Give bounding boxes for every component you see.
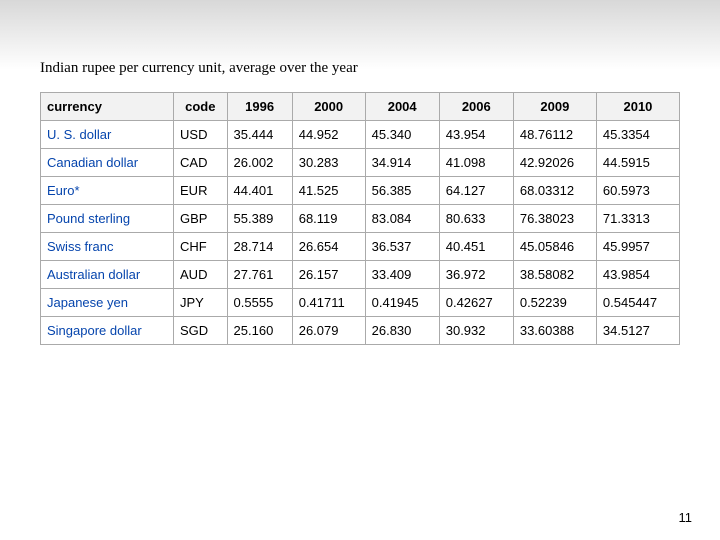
value-cell: 34.5127 xyxy=(596,317,679,345)
value-cell: 36.537 xyxy=(365,233,439,261)
value-cell: 60.5973 xyxy=(596,177,679,205)
value-cell: 28.714 xyxy=(227,233,292,261)
value-cell: 56.385 xyxy=(365,177,439,205)
value-cell: 45.3354 xyxy=(596,121,679,149)
value-cell: 26.002 xyxy=(227,149,292,177)
table-row: Singapore dollarSGD25.16026.07926.83030.… xyxy=(41,317,680,345)
value-cell: 36.972 xyxy=(439,261,513,289)
value-cell: 25.160 xyxy=(227,317,292,345)
table-row: Canadian dollarCAD26.00230.28334.91441.0… xyxy=(41,149,680,177)
table-caption: Indian rupee per currency unit, average … xyxy=(40,60,358,77)
table-row: Swiss francCHF28.71426.65436.53740.45145… xyxy=(41,233,680,261)
table-row: Euro*EUR44.40141.52556.38564.12768.03312… xyxy=(41,177,680,205)
value-cell: 43.9854 xyxy=(596,261,679,289)
table-header-row: currency code 1996 2000 2004 2006 2009 2… xyxy=(41,93,680,121)
col-2000: 2000 xyxy=(292,93,365,121)
currency-name-cell: Pound sterling xyxy=(41,205,174,233)
currency-code-cell: SGD xyxy=(174,317,228,345)
value-cell: 0.42627 xyxy=(439,289,513,317)
col-code: code xyxy=(174,93,228,121)
value-cell: 26.079 xyxy=(292,317,365,345)
col-2006: 2006 xyxy=(439,93,513,121)
value-cell: 80.633 xyxy=(439,205,513,233)
value-cell: 68.03312 xyxy=(513,177,596,205)
currency-code-cell: USD xyxy=(174,121,228,149)
value-cell: 42.92026 xyxy=(513,149,596,177)
value-cell: 30.932 xyxy=(439,317,513,345)
col-2009: 2009 xyxy=(513,93,596,121)
currency-code-cell: EUR xyxy=(174,177,228,205)
value-cell: 45.9957 xyxy=(596,233,679,261)
currency-name-cell: Canadian dollar xyxy=(41,149,174,177)
col-2010: 2010 xyxy=(596,93,679,121)
currency-name-cell: Swiss franc xyxy=(41,233,174,261)
value-cell: 33.409 xyxy=(365,261,439,289)
exchange-rate-table: currency code 1996 2000 2004 2006 2009 2… xyxy=(40,92,680,345)
value-cell: 0.41945 xyxy=(365,289,439,317)
table-row: U. S. dollarUSD35.44444.95245.34043.9544… xyxy=(41,121,680,149)
page-number: 11 xyxy=(679,510,693,525)
table-row: Pound sterlingGBP55.38968.11983.08480.63… xyxy=(41,205,680,233)
value-cell: 0.41711 xyxy=(292,289,365,317)
value-cell: 44.952 xyxy=(292,121,365,149)
value-cell: 43.954 xyxy=(439,121,513,149)
exchange-rate-table-wrap: currency code 1996 2000 2004 2006 2009 2… xyxy=(40,92,680,345)
col-1996: 1996 xyxy=(227,93,292,121)
value-cell: 48.76112 xyxy=(513,121,596,149)
value-cell: 0.5555 xyxy=(227,289,292,317)
value-cell: 45.340 xyxy=(365,121,439,149)
value-cell: 44.5915 xyxy=(596,149,679,177)
value-cell: 26.157 xyxy=(292,261,365,289)
currency-name-cell: Singapore dollar xyxy=(41,317,174,345)
value-cell: 76.38023 xyxy=(513,205,596,233)
currency-code-cell: JPY xyxy=(174,289,228,317)
col-2004: 2004 xyxy=(365,93,439,121)
currency-name-cell: Euro* xyxy=(41,177,174,205)
table-row: Japanese yenJPY0.55550.417110.419450.426… xyxy=(41,289,680,317)
value-cell: 64.127 xyxy=(439,177,513,205)
value-cell: 34.914 xyxy=(365,149,439,177)
value-cell: 0.545447 xyxy=(596,289,679,317)
value-cell: 41.525 xyxy=(292,177,365,205)
value-cell: 68.119 xyxy=(292,205,365,233)
value-cell: 71.3313 xyxy=(596,205,679,233)
table-body: U. S. dollarUSD35.44444.95245.34043.9544… xyxy=(41,121,680,345)
currency-name-cell: Japanese yen xyxy=(41,289,174,317)
value-cell: 27.761 xyxy=(227,261,292,289)
currency-name-cell: Australian dollar xyxy=(41,261,174,289)
value-cell: 41.098 xyxy=(439,149,513,177)
currency-code-cell: AUD xyxy=(174,261,228,289)
value-cell: 83.084 xyxy=(365,205,439,233)
currency-code-cell: CHF xyxy=(174,233,228,261)
table-row: Australian dollarAUD27.76126.15733.40936… xyxy=(41,261,680,289)
value-cell: 26.654 xyxy=(292,233,365,261)
value-cell: 55.389 xyxy=(227,205,292,233)
value-cell: 38.58082 xyxy=(513,261,596,289)
currency-code-cell: CAD xyxy=(174,149,228,177)
currency-code-cell: GBP xyxy=(174,205,228,233)
value-cell: 44.401 xyxy=(227,177,292,205)
col-currency: currency xyxy=(41,93,174,121)
value-cell: 0.52239 xyxy=(513,289,596,317)
value-cell: 26.830 xyxy=(365,317,439,345)
value-cell: 45.05846 xyxy=(513,233,596,261)
value-cell: 40.451 xyxy=(439,233,513,261)
currency-name-cell: U. S. dollar xyxy=(41,121,174,149)
value-cell: 30.283 xyxy=(292,149,365,177)
value-cell: 35.444 xyxy=(227,121,292,149)
value-cell: 33.60388 xyxy=(513,317,596,345)
